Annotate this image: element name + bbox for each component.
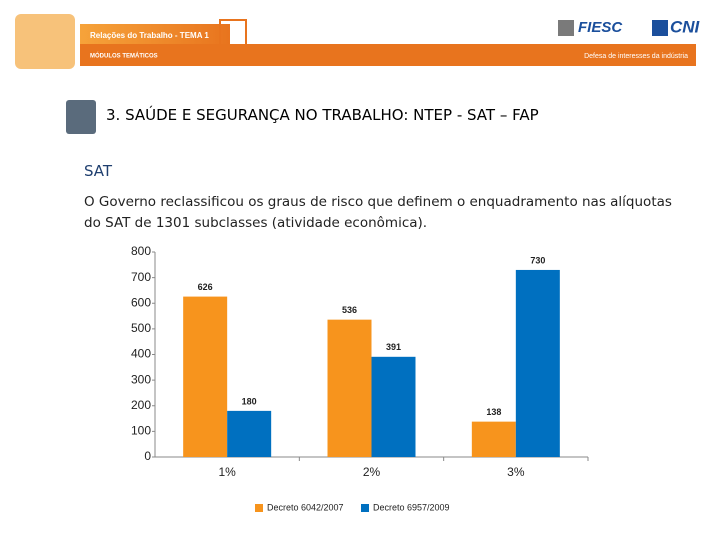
bar (515, 269, 560, 457)
data-label: 138 (486, 407, 501, 417)
section-title: SAT (84, 162, 113, 180)
bar (227, 410, 272, 457)
x-tick-label: 1% (218, 465, 236, 479)
heading: 3. SAÚDE E SEGURANÇA NO TRABALHO: NTEP -… (106, 106, 539, 124)
data-label: 180 (242, 396, 257, 406)
bar (471, 421, 516, 457)
logo-fiesc: FIESC (578, 19, 623, 36)
y-tick-label: 700 (131, 270, 151, 284)
bar (371, 356, 416, 457)
legend-swatch (255, 504, 263, 512)
header-left-band (80, 44, 250, 66)
x-tick-label: 2% (363, 465, 381, 479)
bar (327, 319, 372, 457)
data-label: 536 (342, 305, 357, 315)
data-label: 626 (198, 282, 213, 292)
body-text: O Governo reclassificou os graus de risc… (84, 194, 672, 231)
heading-icon (66, 100, 96, 134)
y-tick-label: 0 (144, 449, 151, 463)
y-tick-label: 400 (131, 347, 151, 361)
y-tick-label: 200 (131, 398, 151, 412)
y-tick-label: 100 (131, 424, 151, 438)
data-label: 730 (530, 255, 545, 265)
logo-cni: CNI (670, 17, 701, 36)
bar (183, 296, 228, 457)
header-right-band (240, 44, 696, 66)
data-label: 391 (386, 342, 401, 352)
y-tick-label: 600 (131, 295, 151, 309)
x-tick-label: 3% (507, 465, 525, 479)
header: Relações do Trabalho - TEMA 1 MÓDULOS TE… (15, 14, 701, 69)
legend-swatch (361, 504, 369, 512)
y-tick-label: 800 (131, 244, 151, 258)
legend-label: Decreto 6042/2007 (267, 502, 344, 512)
y-tick-label: 300 (131, 372, 151, 386)
header-emblem (15, 14, 75, 69)
logo-mark (652, 20, 668, 36)
y-tick-label: 500 (131, 321, 151, 335)
header-tagline: Defesa de interesses da indústria (584, 53, 688, 60)
logo-mark (558, 20, 574, 36)
header-title: Relações do Trabalho - TEMA 1 (90, 31, 209, 40)
legend-label: Decreto 6957/2009 (373, 502, 450, 512)
header-subtitle: MÓDULOS TEMÁTICOS (90, 52, 158, 60)
